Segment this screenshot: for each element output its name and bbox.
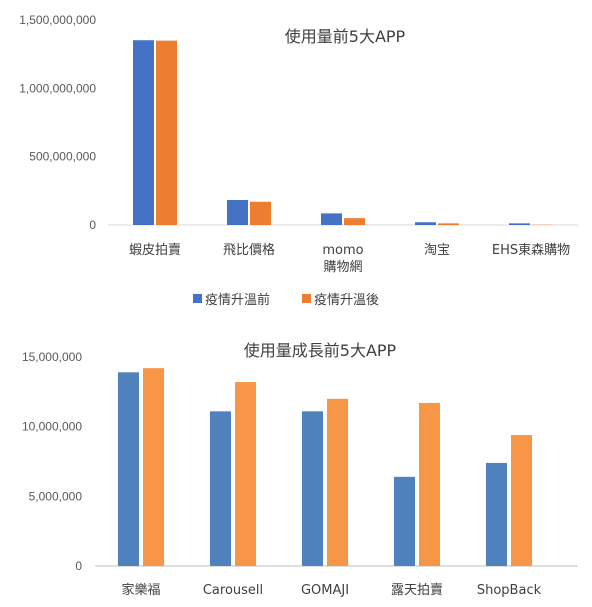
chart-2: 使用量成長前5大APP 15,000,000 10,000,000 5,000,00… — [22, 341, 578, 598]
y-tick-label: 500,000,000 — [29, 150, 96, 164]
bar-before — [394, 476, 415, 566]
legend-label-after: 疫情升溫後 — [314, 292, 379, 308]
bar-after — [156, 40, 177, 226]
legend-label-before: 疫情升溫前 — [205, 292, 270, 308]
bar-before — [486, 462, 507, 566]
bar-before — [415, 222, 436, 225]
bar-before — [227, 199, 248, 225]
bar-after — [327, 398, 348, 566]
chart-2-y-axis: 15,000,000 10,000,000 5,000,000 0 — [22, 350, 82, 573]
category-label: 淘宝 — [424, 243, 450, 258]
category-label: 家樂福 — [121, 582, 160, 598]
bar-after — [143, 368, 164, 566]
bar-after — [344, 218, 365, 225]
bar-before — [118, 372, 139, 566]
chart-1-title: 使用量前5大APP — [285, 27, 406, 46]
chart-1: 使用量前5大APP 1,500,000,000 1,000,000,000 500,… — [19, 13, 578, 308]
chart-2-bars — [118, 368, 532, 566]
y-tick-label: 1,000,000,000 — [19, 81, 96, 95]
category-label: 飛比價格 — [223, 242, 275, 258]
y-tick-label: 5,000,000 — [29, 489, 83, 503]
y-tick-label: 0 — [75, 559, 82, 573]
bar-before — [302, 411, 323, 566]
y-tick-label: 10,000,000 — [22, 420, 82, 434]
category-label: Carousell — [203, 583, 263, 598]
bar-after — [438, 223, 459, 225]
category-label: momo 購物網 — [322, 243, 363, 275]
y-tick-label: 15,000,000 — [22, 350, 82, 364]
chart-1-bars — [133, 40, 553, 226]
bar-after — [511, 435, 532, 566]
legend-swatch-before — [193, 294, 202, 303]
bar-after — [419, 402, 440, 566]
category-label: EHS東森購物 — [492, 242, 570, 258]
category-label: GOMAJI — [301, 583, 349, 598]
y-tick-label: 0 — [89, 218, 96, 232]
chart-2-x-axis: 家樂福 Carousell GOMAJI 露天拍賣 ShopBack — [121, 582, 541, 598]
category-label: 蝦皮拍賣 — [129, 243, 181, 258]
bar-before — [133, 40, 154, 225]
bar-before — [509, 223, 530, 225]
chart-1-y-axis: 1,500,000,000 1,000,000,000 500,000,000 0 — [19, 13, 96, 232]
bar-after — [235, 382, 256, 566]
chart-1-legend: 疫情升溫前 疫情升溫後 — [193, 292, 379, 308]
category-label: 露天拍賣 — [391, 583, 443, 598]
bar-after — [250, 201, 271, 225]
y-tick-label: 1,500,000,000 — [19, 13, 96, 27]
category-label: ShopBack — [477, 583, 542, 598]
chart-1-x-axis: 蝦皮拍賣 飛比價格 momo 購物網 淘宝 EHS東森購物 — [129, 242, 570, 275]
legend-swatch-after — [302, 294, 311, 303]
bar-before — [210, 411, 231, 566]
chart-2-title: 使用量成長前5大APP — [244, 341, 397, 360]
bar-before — [321, 213, 342, 225]
